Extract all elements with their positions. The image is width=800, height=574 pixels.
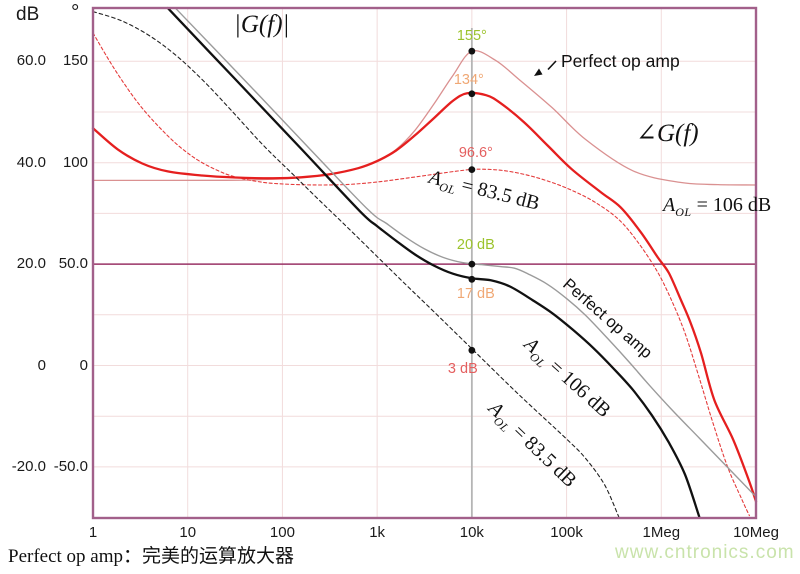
marker-label: 134° <box>453 71 484 88</box>
perfect-op-amp-callout-label: Perfect op amp <box>561 51 680 71</box>
annotation-aol-106db-phase: AOL = 106 dB <box>663 194 772 219</box>
data-point-dot <box>468 90 476 98</box>
db-tick-label: 20.0 <box>16 255 46 273</box>
x-tick-label: 10k <box>459 524 484 541</box>
deg-tick-label: -50.0 <box>53 457 88 475</box>
db-tick-label: 0 <box>37 356 46 374</box>
data-point-dot <box>468 166 476 173</box>
db-tick-label: 60.0 <box>16 52 46 70</box>
db-tick-label: 40.0 <box>16 153 46 171</box>
callout-arrow-head <box>534 68 543 76</box>
deg-tick-label: 150 <box>62 52 88 70</box>
x-tick-label: 100k <box>550 524 583 541</box>
data-point-dot <box>468 346 476 354</box>
db-tick-label: -20.0 <box>11 457 46 475</box>
curve-gain-aol-83.5dB <box>92 11 620 518</box>
x-tick-label: 1k <box>369 524 386 541</box>
deg-tick-label: 100 <box>62 153 88 171</box>
marker-label: 17 dB <box>456 286 495 303</box>
x-tick-label: 1Meg <box>642 524 681 541</box>
x-tick-label: 10Meg <box>733 524 779 541</box>
callout-arrow-line <box>547 60 557 71</box>
marker-label: 20 dB <box>456 237 495 254</box>
curve-gain-perfect-op-amp <box>174 7 757 498</box>
curve-gain-aol-106dB <box>166 6 701 518</box>
plot-frame <box>91 6 758 520</box>
deg-tick-label: 0 <box>79 356 88 374</box>
figure-caption: Perfect op amp：完美的运算放大器 <box>8 546 295 567</box>
gain-magnitude-title: |G(f)| <box>234 11 290 38</box>
y-axis-db-unit-label: dB <box>16 4 40 25</box>
data-point-dot <box>468 47 476 55</box>
x-tick-label: 100 <box>269 524 295 541</box>
deg-tick-label: 50.0 <box>58 255 88 273</box>
marker-label: 96.6° <box>458 144 493 161</box>
data-point-dot <box>468 275 476 283</box>
marker-label: 3 dB <box>447 361 478 378</box>
y-axis-degree-unit-label: ° <box>71 1 80 24</box>
curve-phase-aol-106dB <box>91 91 758 503</box>
x-tick-label: 1 <box>88 524 98 541</box>
curve-phase-aol-83.5dB <box>92 32 750 517</box>
watermark-text: www.cntronics.com <box>615 542 795 563</box>
x-tick-label: 10 <box>179 524 197 541</box>
phase-title: ∠G(f) <box>636 120 699 147</box>
marker-label: 155° <box>456 28 487 45</box>
data-point-dot <box>468 260 476 268</box>
